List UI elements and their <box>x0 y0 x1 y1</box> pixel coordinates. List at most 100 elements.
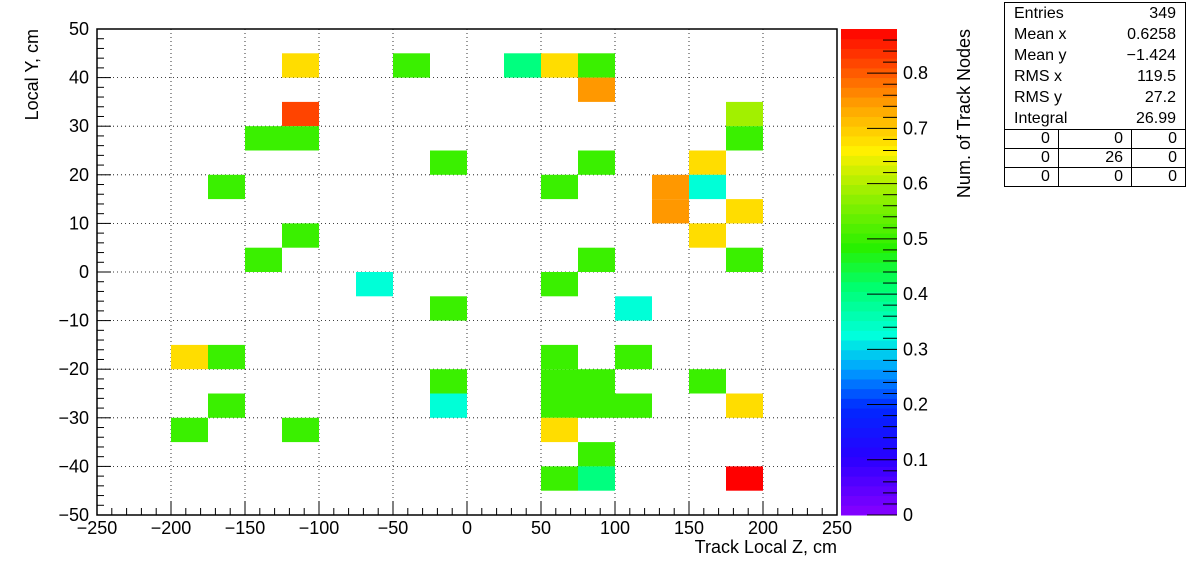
stats-overflow-grid: 0 0 0 0 26 0 0 0 0 <box>1005 129 1185 186</box>
heatmap-cell <box>578 247 615 272</box>
colorbar-segment <box>841 427 897 438</box>
stats-value: −1.424 <box>1126 47 1176 64</box>
colorbar-segment <box>841 378 897 390</box>
colorbar-segment <box>841 437 897 448</box>
colorbar-tick-label: 0.3 <box>903 339 928 359</box>
heatmap-cell <box>578 466 615 491</box>
y-tick-label: 40 <box>69 68 89 88</box>
x-tick-label: 0 <box>462 518 472 538</box>
heatmap-cell <box>578 53 615 78</box>
heatmap-cell <box>541 272 578 297</box>
colorbar-segment <box>841 476 897 487</box>
colorbar-segment <box>841 29 897 40</box>
heatmap-cell <box>726 247 763 272</box>
colorbar-segment <box>841 417 897 429</box>
heatmap-cell <box>541 344 578 370</box>
stats-value: 27.2 <box>1144 89 1176 106</box>
colorbar-segment <box>841 174 897 186</box>
heatmap-cell <box>393 53 430 78</box>
colorbar-segment <box>841 349 897 360</box>
heatmap-cell <box>541 466 578 491</box>
x-axis-label: Track Local Z, cm <box>695 537 837 557</box>
colorbar-tick-label: 0.6 <box>903 174 928 194</box>
heatmap-cell <box>245 247 282 272</box>
x-tick-label: −100 <box>299 518 340 538</box>
stats-grid-cell: 0 <box>1005 148 1059 168</box>
heatmap-cell <box>652 199 689 224</box>
colorbar-segment <box>841 446 897 458</box>
y-tick-label: −20 <box>58 359 89 379</box>
stats-label: Mean x <box>1014 26 1067 43</box>
heatmap-cell <box>430 393 467 418</box>
x-tick-label: 150 <box>674 518 704 538</box>
heatmap-cell <box>689 174 726 200</box>
colorbar-segment <box>841 126 897 137</box>
colorbar-segment <box>841 203 897 215</box>
colorbar-segment <box>841 194 897 205</box>
y-tick-label: 10 <box>69 213 89 233</box>
heatmap-cell <box>615 296 652 321</box>
colorbar-segment <box>841 320 897 331</box>
stats-label: Integral <box>1014 110 1068 127</box>
colorbar-segment <box>841 272 897 283</box>
heatmap-cell <box>726 199 763 224</box>
stats-value: 119.5 <box>1137 68 1176 85</box>
colorbar-segment <box>841 281 897 292</box>
colorbar-segment <box>841 252 897 263</box>
y-tick-label: −10 <box>58 311 89 331</box>
colorbar-segment <box>841 398 897 409</box>
stats-grid-cell: 0 <box>1131 129 1185 149</box>
stats-row-rms-y: RMS y 27.2 <box>1005 87 1185 108</box>
heatmap-cell <box>541 417 578 443</box>
x-tick-label: 200 <box>748 518 778 538</box>
colorbar-segment <box>841 301 897 312</box>
colorbar-segment <box>841 184 897 195</box>
colorbar-segment <box>841 48 897 59</box>
colorbar-segment <box>841 223 897 234</box>
heatmap-cell <box>282 101 319 127</box>
stats-grid-cell: 0 <box>1131 167 1185 186</box>
heatmap-cell <box>282 223 319 248</box>
y-tick-label: −50 <box>58 505 89 525</box>
y-tick-label: −30 <box>58 408 89 428</box>
stats-row-mean-x: Mean x 0.6258 <box>1005 24 1185 45</box>
colorbar-label: Num. of Track Nodes <box>954 29 974 198</box>
heatmap-cell <box>578 442 615 467</box>
colorbar-segment <box>841 77 897 88</box>
colorbar-segment <box>841 340 897 351</box>
colorbar-segment <box>841 145 897 156</box>
heatmap-cell <box>578 150 615 175</box>
heatmap-cell <box>245 126 282 151</box>
colorbar-segment <box>841 408 897 419</box>
y-tick-label: 50 <box>69 19 89 39</box>
heatmap-cell <box>726 466 763 491</box>
x-tick-label: 250 <box>822 518 852 538</box>
y-tick-label: −40 <box>58 456 89 476</box>
heatmap-cell <box>171 417 208 443</box>
heatmap-cell <box>208 393 245 418</box>
heatmap-cell <box>541 53 578 78</box>
stats-value: 349 <box>1149 5 1176 22</box>
heatmap-cell <box>541 393 578 418</box>
heatmap-cell <box>726 101 763 127</box>
y-tick-label: 0 <box>79 262 89 282</box>
colorbar-segment <box>841 233 897 244</box>
colorbar-segment <box>841 262 897 273</box>
heatmap-cell <box>430 369 467 394</box>
y-tick-label: 30 <box>69 116 89 136</box>
heatmap-cell <box>282 126 319 151</box>
heatmap-cell <box>726 126 763 151</box>
stats-value: 0.6258 <box>1127 26 1176 43</box>
x-tick-label: 50 <box>531 518 551 538</box>
stats-grid-cell: 0 <box>1005 129 1059 149</box>
x-tick-label: −50 <box>378 518 409 538</box>
stats-grid-cell: 26 <box>1057 148 1132 168</box>
colorbar-segment <box>841 495 897 506</box>
heatmap-cell <box>504 53 541 78</box>
colorbar-tick-label: 0.2 <box>903 395 928 415</box>
colorbar-segment <box>841 359 897 370</box>
colorbar-tick-label: 0 <box>903 505 913 525</box>
heatmap-cell <box>430 296 467 321</box>
stats-label: RMS y <box>1014 89 1062 106</box>
heatmap-cell <box>208 344 245 370</box>
